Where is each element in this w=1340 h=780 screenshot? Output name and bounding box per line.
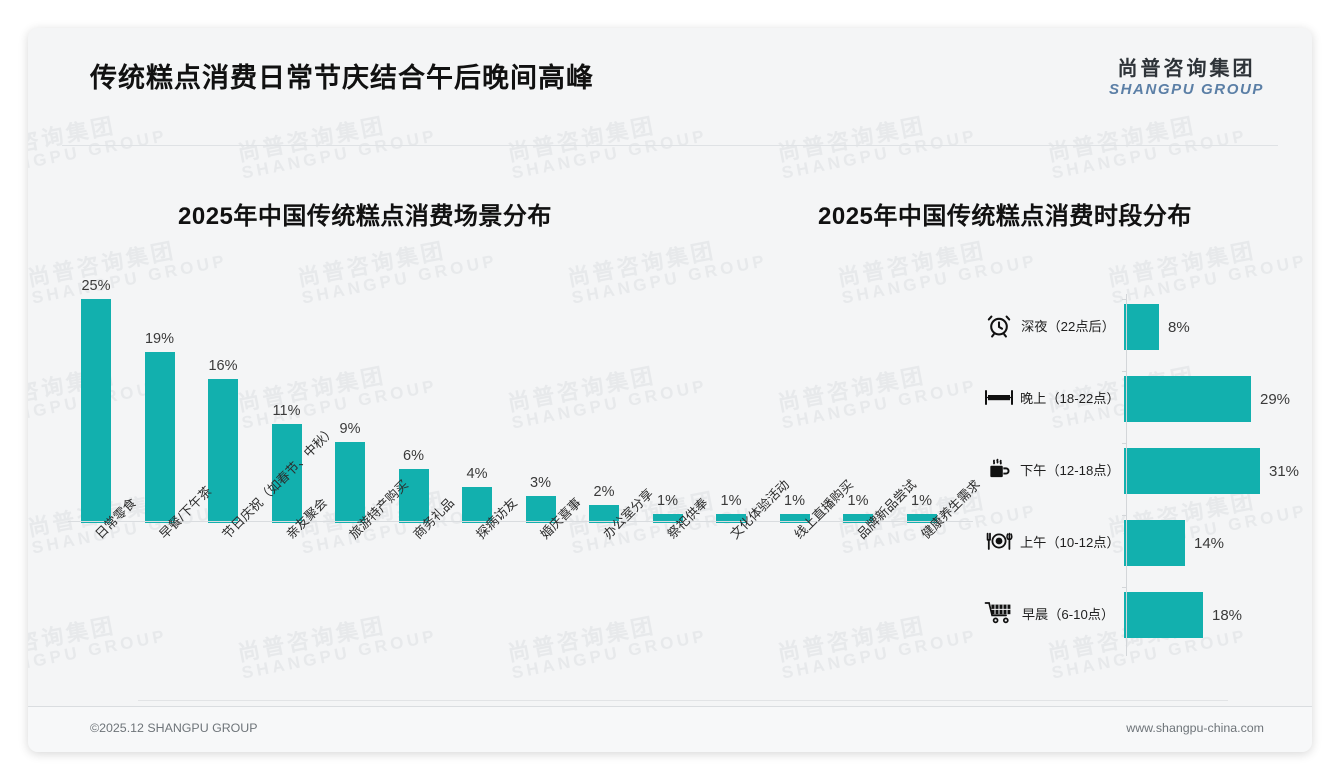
right-chart-axis bbox=[1126, 294, 1127, 656]
coffee-cup-icon bbox=[978, 456, 1020, 487]
bar-value-label: 3% bbox=[530, 475, 551, 491]
bar-column[interactable]: 1% bbox=[701, 278, 761, 523]
bar-rect[interactable] bbox=[1124, 448, 1260, 494]
bar-rect[interactable] bbox=[1124, 592, 1203, 638]
axis-tick bbox=[1122, 299, 1127, 300]
bar-rect[interactable] bbox=[81, 299, 111, 523]
timeslot-bar-group: 18% bbox=[1124, 592, 1242, 638]
copyright-text: ©2025.12 SHANGPU GROUP bbox=[90, 721, 258, 735]
bar-value-label: 9% bbox=[339, 421, 361, 437]
timeslot-row[interactable]: 早晨（6-10点） 18% bbox=[978, 582, 1278, 648]
bar-value-label: 4% bbox=[466, 466, 488, 482]
bar-value-label: 29% bbox=[1260, 390, 1291, 408]
axis-tick bbox=[1122, 371, 1127, 372]
bar-value-label: 19% bbox=[144, 331, 175, 347]
bar-value-label: 16% bbox=[208, 358, 238, 374]
bar-value-label: 1% bbox=[911, 493, 932, 509]
bar-column[interactable]: 11% bbox=[257, 278, 317, 523]
shopping-cart-icon bbox=[978, 600, 1020, 631]
bar-value-label: 1% bbox=[720, 493, 742, 509]
bar-value-label: 14% bbox=[1194, 534, 1225, 552]
bar-rect[interactable] bbox=[589, 505, 619, 523]
bar-value-label: 18% bbox=[1212, 606, 1243, 624]
bar-column[interactable]: 4% bbox=[447, 278, 507, 523]
timeslot-distribution-chart: 深夜（22点后） 8% 晚上（18-22点） 29% 下午（12-18点） 31% 上午（1… bbox=[978, 290, 1299, 658]
bar-rect[interactable] bbox=[652, 514, 683, 523]
timeslot-bar-group: 29% bbox=[1124, 376, 1290, 422]
bar-value-label: 6% bbox=[403, 448, 424, 464]
bar-column[interactable]: 1% bbox=[765, 278, 825, 523]
bed-icon bbox=[978, 386, 1020, 413]
bar-value-label: 8% bbox=[1168, 318, 1190, 336]
plate-cutlery-icon bbox=[978, 529, 1020, 558]
header-divider bbox=[62, 145, 1278, 146]
timeslot-bar-group: 8% bbox=[1124, 304, 1190, 350]
logo-text-en: SHANGPU GROUP bbox=[1109, 81, 1264, 98]
slide-header: 传统糕点消费日常节庆结合午后晚间高峰 尚普咨询集团 SHANGPU GROUP bbox=[28, 28, 1312, 120]
bar-rect[interactable] bbox=[779, 514, 810, 523]
timeslot-row[interactable]: 下午（12-18点） 31% bbox=[978, 438, 1299, 504]
left-chart-category-labels: 日常零食 早餐/下午茶 节日庆祝（如春节、中秋） 亲友聚会 旅游特产购买 商务礼品 探病访友… bbox=[68, 423, 982, 675]
timeslot-row[interactable]: 晚上（18-22点） 29% bbox=[978, 366, 1290, 432]
scene-distribution-chart: 25% 19% 16% 11% 9% 6% 4% 3% 2% 1% 1% 1% 1% 1% bbox=[68, 278, 973, 523]
bar-rect[interactable] bbox=[843, 514, 873, 523]
timeslot-bar-group: 14% bbox=[1124, 520, 1224, 566]
bar-value-label: 11% bbox=[272, 403, 301, 419]
footnote-divider bbox=[138, 700, 1228, 701]
bar-value-label: 1% bbox=[657, 493, 678, 509]
alarm-clock-icon bbox=[978, 312, 1020, 343]
bar-rect[interactable] bbox=[906, 514, 937, 523]
timeslot-label: 下午（12-18点） bbox=[1020, 463, 1120, 479]
bar-column[interactable]: 9% bbox=[320, 278, 380, 523]
bar-rect[interactable] bbox=[208, 379, 238, 523]
website-link[interactable]: www.shangpu-china.com bbox=[1126, 721, 1264, 735]
axis-tick bbox=[1122, 587, 1127, 588]
axis-tick bbox=[1122, 443, 1127, 444]
bar-rect[interactable] bbox=[716, 514, 746, 523]
bar-column[interactable]: 3% bbox=[511, 278, 571, 523]
timeslot-label: 早晨（6-10点） bbox=[1021, 607, 1115, 623]
timeslot-label: 晚上（18-22点） bbox=[1020, 391, 1120, 407]
bar-rect[interactable] bbox=[398, 469, 429, 523]
bar-column[interactable]: 6% bbox=[384, 278, 444, 523]
timeslot-row[interactable]: 上午（10-12点） 14% bbox=[978, 510, 1278, 576]
timeslot-row[interactable]: 深夜（22点后） 8% bbox=[978, 294, 1278, 360]
logo-text-cn: 尚普咨询集团 bbox=[1117, 58, 1256, 80]
bottom-bar: ©2025.12 SHANGPU GROUP www.shangpu-china… bbox=[28, 706, 1312, 752]
bar-rect[interactable] bbox=[525, 496, 556, 523]
bar-column[interactable]: 1% bbox=[638, 278, 698, 523]
bar-column[interactable]: 2% bbox=[574, 278, 634, 523]
timeslot-label: 深夜（22点后） bbox=[1021, 319, 1115, 335]
company-logo: 尚普咨询集团 SHANGPU GROUP bbox=[1109, 58, 1264, 99]
timeslot-bar-group: 31% bbox=[1124, 448, 1299, 494]
bar-column[interactable]: 1% bbox=[892, 278, 952, 523]
bar-column[interactable]: 16% bbox=[193, 278, 253, 523]
bar-value-label: 2% bbox=[593, 484, 615, 500]
axis-tick bbox=[1122, 515, 1127, 516]
bar-rect[interactable] bbox=[1124, 304, 1159, 350]
right-chart-title: 2025年中国传统糕点消费时段分布 bbox=[818, 203, 1192, 230]
bar-rect[interactable] bbox=[1124, 376, 1251, 422]
page-title: 传统糕点消费日常节庆结合午后晚间高峰 bbox=[90, 63, 594, 93]
bar-rect[interactable] bbox=[144, 352, 175, 523]
timeslot-label: 上午（10-12点） bbox=[1020, 535, 1120, 551]
bar-column[interactable]: 19% bbox=[130, 278, 190, 523]
bar-rect[interactable] bbox=[271, 424, 302, 523]
bar-value-label: 1% bbox=[847, 493, 869, 509]
bar-value-label: 31% bbox=[1269, 462, 1300, 480]
slide: 尚普咨询集团 SHANGPU GROUP 尚普咨询集团 SHANGPU GROUP 尚普… bbox=[28, 28, 1312, 752]
left-chart-baseline bbox=[68, 521, 973, 522]
bar-value-label: 25% bbox=[81, 278, 111, 294]
left-chart-title: 2025年中国传统糕点消费场景分布 bbox=[178, 203, 552, 230]
bar-rect[interactable] bbox=[462, 487, 492, 523]
bar-rect[interactable] bbox=[1124, 520, 1185, 566]
bar-rect[interactable] bbox=[335, 442, 365, 523]
bar-column[interactable]: 1% bbox=[828, 278, 888, 523]
bar-value-label: 1% bbox=[784, 493, 805, 509]
bar-column[interactable]: 25% bbox=[66, 278, 126, 523]
